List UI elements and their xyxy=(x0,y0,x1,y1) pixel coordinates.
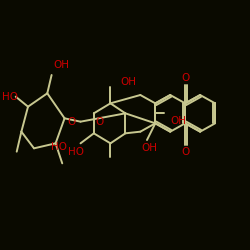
Text: O: O xyxy=(181,73,189,83)
Text: O: O xyxy=(68,117,76,127)
Text: HO: HO xyxy=(68,147,84,157)
Text: HO: HO xyxy=(51,142,67,152)
Text: OH: OH xyxy=(170,116,186,126)
Text: OH: OH xyxy=(120,77,136,87)
Text: OH: OH xyxy=(53,60,69,70)
Text: HO: HO xyxy=(2,92,18,102)
Text: O: O xyxy=(95,117,103,127)
Text: OH: OH xyxy=(142,143,158,153)
Text: O: O xyxy=(181,147,189,157)
